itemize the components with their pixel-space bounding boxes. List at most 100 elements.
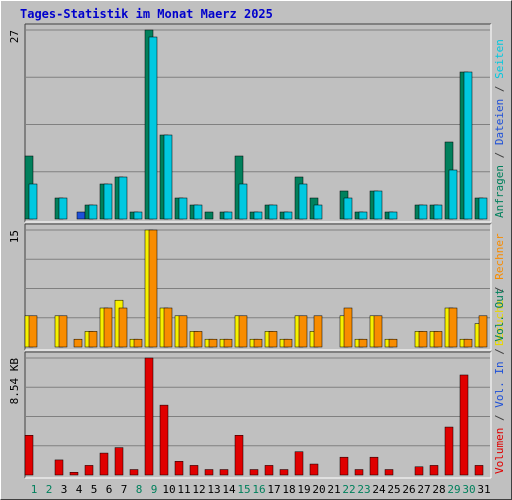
bar-dateien xyxy=(133,211,143,220)
x-tick-label: 11 xyxy=(177,483,190,496)
x-tick-label: 30 xyxy=(462,483,475,496)
bar-dateien xyxy=(178,197,188,220)
x-tick-label: 9 xyxy=(151,483,158,496)
y-max-label: 8.54 KB xyxy=(8,358,21,405)
x-tick-label: 28 xyxy=(432,483,445,496)
x-tick-label: 20 xyxy=(312,483,325,496)
bar-rechner xyxy=(388,338,398,348)
x-tick-label: 29 xyxy=(447,483,460,496)
bar-volumen xyxy=(99,452,109,476)
bar-dateien xyxy=(118,176,128,220)
bar-volumen xyxy=(234,435,244,476)
panel-bg xyxy=(25,352,491,478)
bar-volumen xyxy=(279,469,289,476)
bar-rechner xyxy=(343,307,353,348)
x-tick-label: 24 xyxy=(372,483,386,496)
x-tick-label: 22 xyxy=(342,483,355,496)
bar-volumen xyxy=(24,435,34,476)
legend-separator: / xyxy=(493,342,506,362)
bar-rechner xyxy=(58,315,68,348)
bar-dateien xyxy=(433,204,443,220)
x-tick-label: 10 xyxy=(162,483,175,496)
bar-seiten xyxy=(76,211,86,220)
chart-title: Tages-Statistik im Monat Maerz 2025 xyxy=(20,7,273,21)
legend-separator: / xyxy=(493,145,506,165)
x-tick-label: 18 xyxy=(282,483,295,496)
bar-rechner xyxy=(28,315,38,348)
x-tick-label: 4 xyxy=(76,483,83,496)
bar-dateien xyxy=(313,204,323,220)
bar-volumen xyxy=(84,465,94,476)
bar-dateien xyxy=(223,211,233,220)
legend-item: Vol. Out xyxy=(493,289,506,342)
bar-volumen xyxy=(219,469,229,476)
bar-volumen xyxy=(309,463,319,476)
bar-volumen xyxy=(249,469,259,476)
bar-rechner xyxy=(313,315,323,348)
bar-dateien xyxy=(343,197,353,220)
bar-rechner xyxy=(103,307,113,348)
bar-rechner xyxy=(298,315,308,348)
bar-volumen xyxy=(414,466,424,476)
bar-rechner xyxy=(478,315,488,348)
bar-rechner xyxy=(358,338,368,348)
bar-dateien xyxy=(448,169,458,220)
x-tick-label: 6 xyxy=(106,483,113,496)
bar-dateien xyxy=(388,211,398,220)
x-tick-label: 13 xyxy=(207,483,220,496)
legend-item: Anfragen xyxy=(493,165,506,218)
bar-rechner xyxy=(448,307,458,348)
x-tick-label: 21 xyxy=(327,483,340,496)
side-legend: Anfragen / Dateien / Seiten xyxy=(493,39,506,218)
bar-rechner xyxy=(418,331,428,348)
bar-dateien xyxy=(268,204,278,220)
bar-rechner xyxy=(163,307,173,348)
bar-dateien xyxy=(418,204,428,220)
bar-dateien xyxy=(58,197,68,220)
x-tick-label: 8 xyxy=(136,483,143,496)
bar-rechner xyxy=(118,307,128,348)
y-max-label: 15 xyxy=(8,230,21,243)
x-tick-label: 7 xyxy=(121,483,128,496)
bar-rechner xyxy=(193,331,203,348)
bar-dateien xyxy=(103,183,113,220)
bar-volumen xyxy=(264,465,274,476)
bar-rechner xyxy=(238,315,248,348)
bar-volumen xyxy=(159,404,169,476)
x-tick-label: 17 xyxy=(267,483,280,496)
bar-dateien xyxy=(253,211,263,220)
x-tick-label: 5 xyxy=(91,483,98,496)
x-tick-label: 15 xyxy=(237,483,250,496)
bar-anfragen xyxy=(204,211,214,220)
bar-volumen xyxy=(429,465,439,476)
bar-volumen xyxy=(129,469,139,476)
legend-item: Rechner xyxy=(493,233,506,280)
x-tick-label: 23 xyxy=(357,483,370,496)
x-tick-label: 19 xyxy=(297,483,310,496)
x-tick-label: 25 xyxy=(387,483,400,496)
x-tick-label: 12 xyxy=(192,483,205,496)
bar-rechner xyxy=(463,338,473,348)
bar-rechner xyxy=(73,338,83,348)
legend-separator: / xyxy=(493,79,506,99)
bar-volumen xyxy=(204,469,214,476)
bar-dateien xyxy=(28,183,38,220)
bar-dateien xyxy=(463,71,473,220)
bar-rechner xyxy=(223,338,233,348)
y-max-label: 27 xyxy=(8,30,21,43)
legend-item: Besuche xyxy=(493,300,506,346)
bar-volumen xyxy=(459,374,469,476)
bar-volumen xyxy=(144,357,154,476)
bar-dateien xyxy=(193,204,203,220)
bar-dateien xyxy=(148,36,158,220)
bar-dateien xyxy=(88,204,98,220)
bar-dateien xyxy=(298,183,308,220)
legend-item: Vol. In xyxy=(493,361,506,407)
bar-volumen xyxy=(294,451,304,476)
side-legend: Volumen / Vol. In / Vol. Out xyxy=(493,289,506,474)
x-tick-label: 16 xyxy=(252,483,265,496)
bar-volumen xyxy=(54,459,64,476)
panel-bg xyxy=(25,224,491,350)
bar-rechner xyxy=(268,331,278,348)
legend-item: Dateien xyxy=(493,99,506,145)
